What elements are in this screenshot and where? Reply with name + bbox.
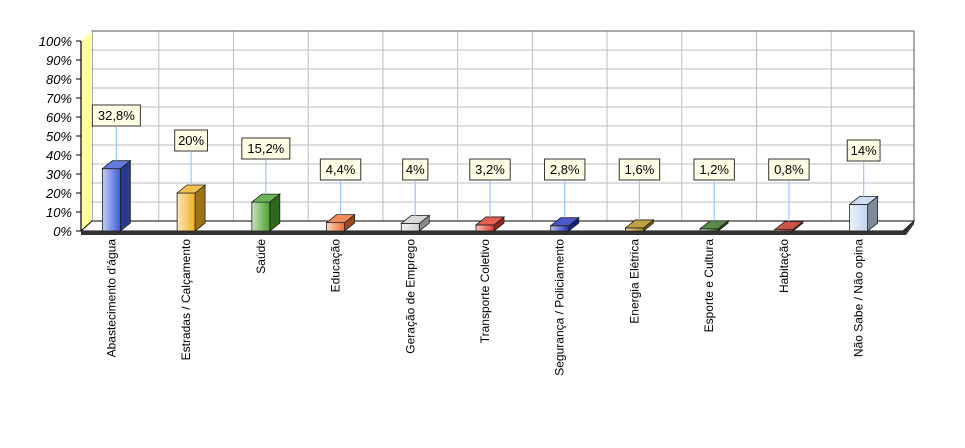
bar-front [251,201,271,232]
data-label: 32,8% [98,108,135,123]
data-label: 14% [851,143,877,158]
bar-front [326,222,345,232]
data-label-box [402,158,429,181]
bar [549,216,580,232]
bar-front [849,203,869,232]
bar-top [250,193,281,203]
data-label-box [618,158,661,181]
data-labels: 32,8% 20% 15,2% 4,4% 4% 3,2% 2,8% 1,6% 1,2% 0,8% 1… [91,104,881,222]
data-label-box [846,139,881,162]
x-category-label: Abastecimento d'água [104,239,118,358]
y-tick-label: 70% [46,91,72,106]
bar-top [549,217,580,227]
bar [250,193,281,232]
data-label: 0,8% [774,162,804,177]
bar [400,214,431,232]
data-label-box [241,137,291,160]
bar-front [101,168,121,232]
bar-top [699,220,730,230]
x-category-label: Educação [329,239,343,293]
y-tick-label: 20% [45,186,72,201]
bar-front [550,225,570,232]
bars [101,159,879,232]
grid-lines [91,30,915,222]
data-label: 1,2% [699,162,729,177]
bar-side [119,159,131,232]
y-tick-label: 10% [46,205,72,220]
x-category-label: Energia Elétrica [627,239,641,324]
x-category-label: Saúde [254,239,268,274]
x-category-label: Não Sabe / Não opina [852,239,866,357]
bar-top [175,184,207,194]
data-label-box [469,158,511,181]
data-label: 3,2% [475,162,505,177]
data-label: 4,4% [326,162,356,177]
x-category-label: Habitação [777,239,791,293]
bar [325,213,356,232]
bar-top [325,214,356,224]
bar [624,219,655,232]
x-category-label: Transporte Coletivo [478,239,492,344]
bar [848,195,879,232]
x-category-label: Geração de Emprego [403,239,417,354]
bar-front [176,192,196,232]
bar [101,159,132,232]
bar-top [624,219,655,229]
y-tick-label: 50% [46,129,72,144]
data-label-box [693,158,735,181]
bar-front [475,224,495,232]
bar-front [400,222,420,232]
bar-top [400,214,431,224]
data-label-box [768,158,810,181]
left-wall [81,31,92,231]
x-category-label: Segurança / Policiamento [553,239,567,376]
data-label: 2,8% [550,162,580,177]
y-tick-label: 30% [46,167,72,182]
bar-top [848,195,879,205]
y-tick-labels: 0% 10% 20% 30% 40% 50% 60% 70% 80% 90% 100% [39,34,81,239]
data-label-box [174,129,208,152]
data-label-box [544,158,586,181]
y-tick-label: 0% [53,224,72,239]
data-label: 20% [178,133,204,148]
data-label: 15,2% [247,141,284,156]
floor-edge [81,221,914,235]
data-label-box [91,104,141,127]
x-category-label: Estradas / Calçamento [179,239,193,361]
data-label: 1,6% [625,162,655,177]
y-tick-label: 90% [46,53,72,68]
bar-front [625,227,644,232]
bar [175,184,207,232]
data-label-box [319,158,362,181]
bar [773,220,805,232]
x-category-label: Esporte e Cultura [702,239,716,333]
bar-top [101,160,132,170]
bar [699,219,730,232]
y-tick-label: 60% [46,110,72,125]
x-category-labels: Abastecimento d'água Estradas / Calçament… [104,239,865,376]
bar [474,216,506,232]
bar-top [773,221,805,230]
bar-top [474,216,506,226]
y-tick-label: 100% [39,34,72,49]
data-label: 4% [406,162,425,177]
y-tick-label: 80% [46,72,72,87]
y-tick-label: 40% [46,148,72,163]
